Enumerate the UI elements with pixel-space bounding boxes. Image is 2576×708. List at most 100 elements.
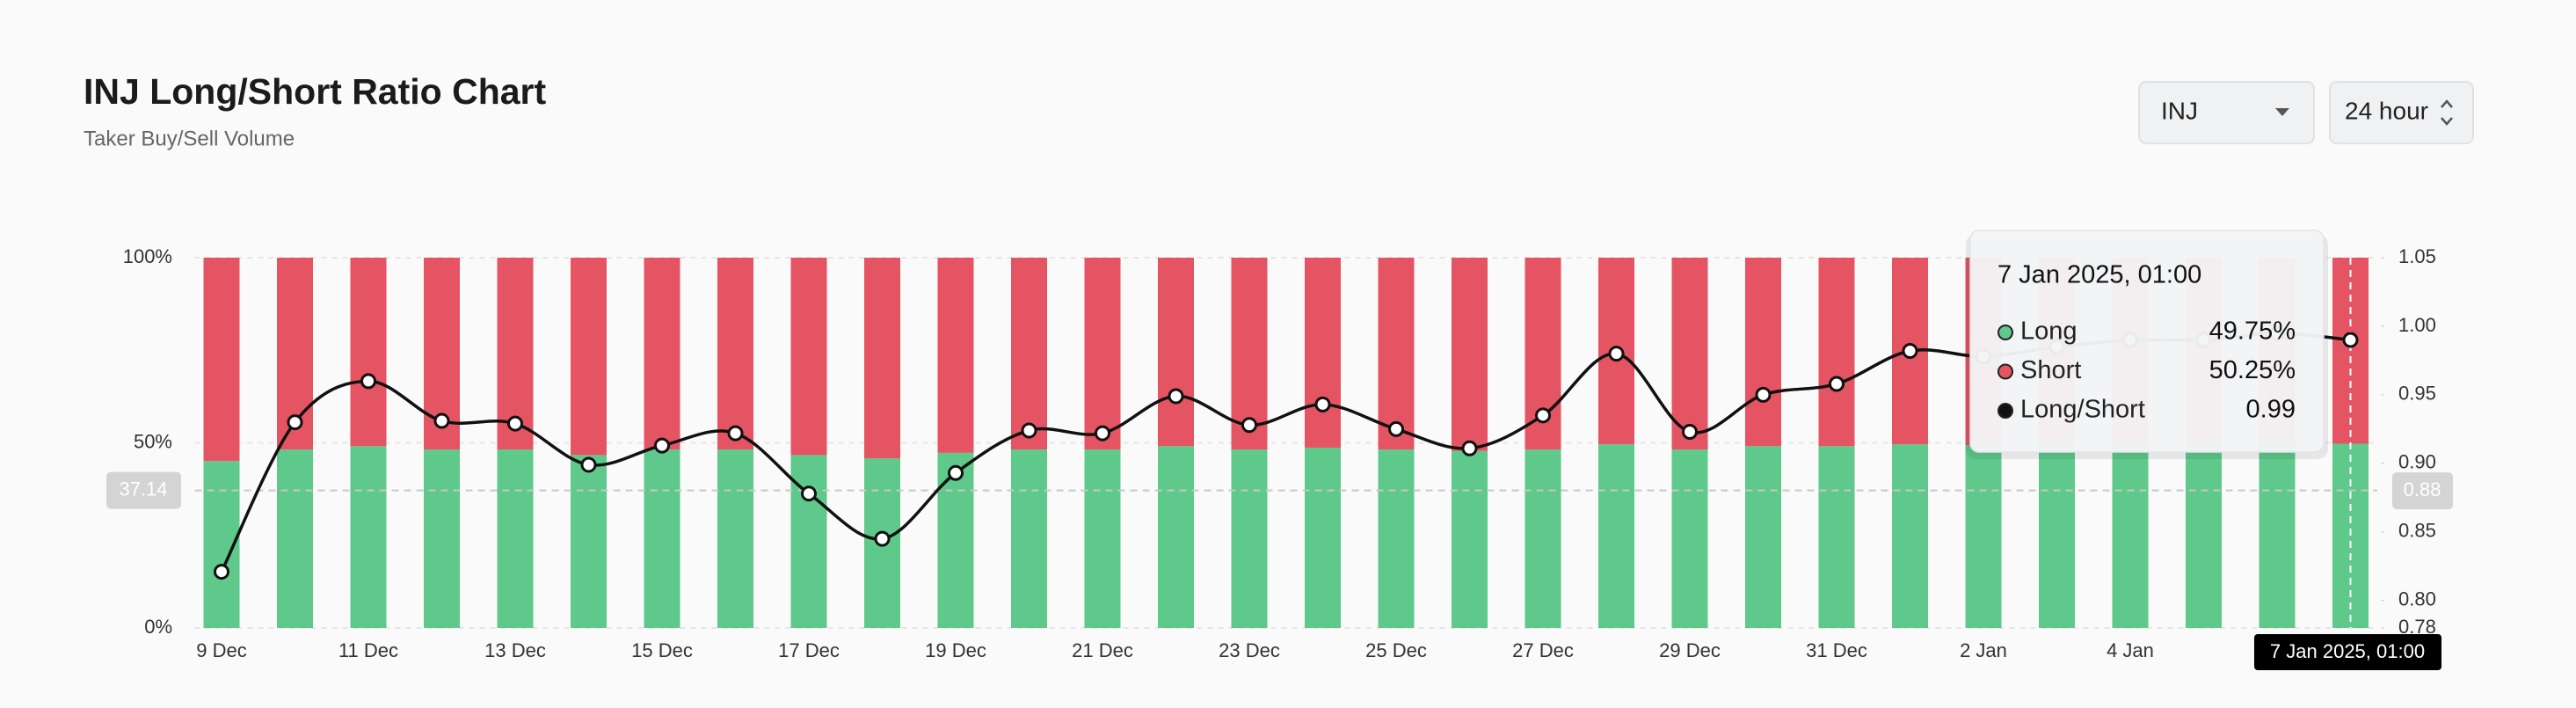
bar-short	[350, 258, 387, 447]
x-tick-label: 13 Dec	[484, 639, 546, 661]
x-tick-label: 17 Dec	[778, 639, 840, 661]
bar-short	[790, 258, 827, 456]
coin-select[interactable]: INJ	[2138, 81, 2315, 144]
bar-long	[1892, 444, 1928, 628]
y2-tick-label: 0.85	[2398, 520, 2436, 542]
crosshair-y-badge	[106, 471, 181, 509]
bar-short	[1011, 258, 1047, 450]
x-tick-label: 21 Dec	[1072, 639, 1133, 661]
bar-long	[277, 449, 313, 628]
bar-long	[2186, 443, 2222, 628]
ratio-point	[1755, 386, 1772, 403]
tooltip-value: 0.99	[2246, 396, 2296, 424]
ratio-point	[1388, 420, 1404, 437]
tooltip-title: 7 Jan 2025, 01:00	[1997, 261, 2201, 289]
bar-short	[1818, 258, 1855, 447]
ratio-point	[360, 373, 376, 390]
bar-short	[717, 258, 753, 450]
bar-long	[1598, 444, 1634, 628]
tooltip-box	[1969, 230, 2325, 453]
tooltip-swatch	[1997, 325, 2013, 340]
y2-tick-label: 0.90	[2398, 451, 2436, 473]
bar-long	[497, 449, 534, 628]
ratio-point	[1902, 343, 1918, 360]
bar-long	[1452, 450, 1488, 628]
tooltip-value: 49.75%	[2209, 318, 2296, 346]
coin-select-value: INJ	[2161, 97, 2198, 124]
ratio-point	[1314, 396, 1331, 412]
y2-tick-label: 1.00	[2398, 314, 2436, 336]
title: INJ Long/Short Ratio Chart	[84, 71, 547, 112]
bar-short	[1378, 258, 1415, 450]
bar-long	[1378, 449, 1415, 628]
bar-long	[1305, 447, 1341, 628]
ratio-point	[1682, 424, 1698, 441]
tooltip: 7 Jan 2025, 01:00 Long 49.75% Short 50.25% Lo…	[1966, 230, 2328, 459]
bar-long	[1965, 445, 2002, 628]
bar-long	[1745, 446, 1781, 628]
bar-short	[937, 258, 974, 453]
y-tick-label: 0%	[144, 616, 172, 638]
overlay: 37.14 0.887 Jan 2025, 01:007 Jan 2025, 01…	[106, 230, 2453, 670]
y-tick-label: 100%	[123, 245, 172, 267]
tooltip-swatch	[1997, 363, 2013, 380]
ratio-point	[1241, 417, 1257, 434]
bar-long	[2039, 444, 2075, 628]
ratio-point	[507, 415, 523, 432]
x-tick-label: 19 Dec	[925, 639, 986, 661]
x-tick-label: 9 Dec	[196, 639, 246, 661]
bar-long	[571, 455, 607, 628]
tooltip-name: Long	[2020, 318, 2078, 346]
crosshair-y2-label: 0.88	[2404, 478, 2441, 500]
ratio-point	[214, 564, 229, 580]
bar-long	[424, 449, 460, 628]
ratio-point	[1021, 422, 1037, 439]
bar-short	[203, 258, 240, 462]
tooltip-name: Long/Short	[2020, 396, 2145, 424]
bar-long	[1818, 446, 1855, 628]
interval-select-value: 24 hour	[2345, 97, 2428, 124]
bar-short	[644, 258, 680, 450]
ratio-point	[433, 412, 450, 429]
bar-short	[571, 258, 607, 456]
y2-tick-label: 0.78	[2398, 616, 2436, 638]
y2-tick-label: 0.80	[2398, 588, 2436, 610]
bar-long	[1524, 449, 1561, 628]
bar-long	[2112, 443, 2149, 628]
ratio-point	[2342, 332, 2359, 348]
bar-long	[644, 449, 680, 628]
x-tick-label: 23 Dec	[1219, 639, 1280, 661]
bar-long	[717, 449, 753, 628]
tooltip-name: Short	[2020, 356, 2081, 384]
x-tick-label: 25 Dec	[1365, 639, 1427, 661]
crosshair-x-badge	[2254, 634, 2441, 670]
tooltip-value: 50.25%	[2209, 356, 2296, 384]
ratio-point	[1829, 376, 1845, 392]
bar-long	[1084, 449, 1121, 628]
ratio-point	[1168, 388, 1184, 405]
ratio-point	[948, 464, 964, 481]
x-tick-label: 29 Dec	[1659, 639, 1721, 661]
crosshair-y2-badge	[2392, 472, 2453, 510]
bar-short	[1671, 258, 1708, 450]
ratio-point	[1095, 425, 1110, 442]
bar-short	[1745, 258, 1781, 447]
bar-long	[1011, 449, 1047, 628]
x-tick-label: 4 Jan	[2107, 639, 2154, 661]
crosshair-y-label: 37.14	[119, 478, 167, 500]
bar-long	[350, 446, 387, 628]
ratio-point	[287, 414, 303, 431]
bar-short	[1305, 258, 1341, 448]
x-tick-label: 11 Dec	[338, 639, 398, 661]
crosshair-x-label: 7 Jan 2025, 01:00	[2270, 640, 2425, 662]
bar-short	[1084, 258, 1121, 450]
y-tick-label: 50%	[134, 430, 172, 452]
y2-tick-label: 0.95	[2398, 383, 2436, 405]
subtitle: Taker Buy/Sell Volume	[84, 127, 295, 150]
bar-short	[1158, 258, 1194, 447]
x-tick-label: 15 Dec	[631, 639, 693, 661]
bar-long	[1158, 446, 1194, 628]
interval-select[interactable]: 24 hour	[2329, 81, 2474, 144]
ratio-point	[654, 437, 670, 454]
